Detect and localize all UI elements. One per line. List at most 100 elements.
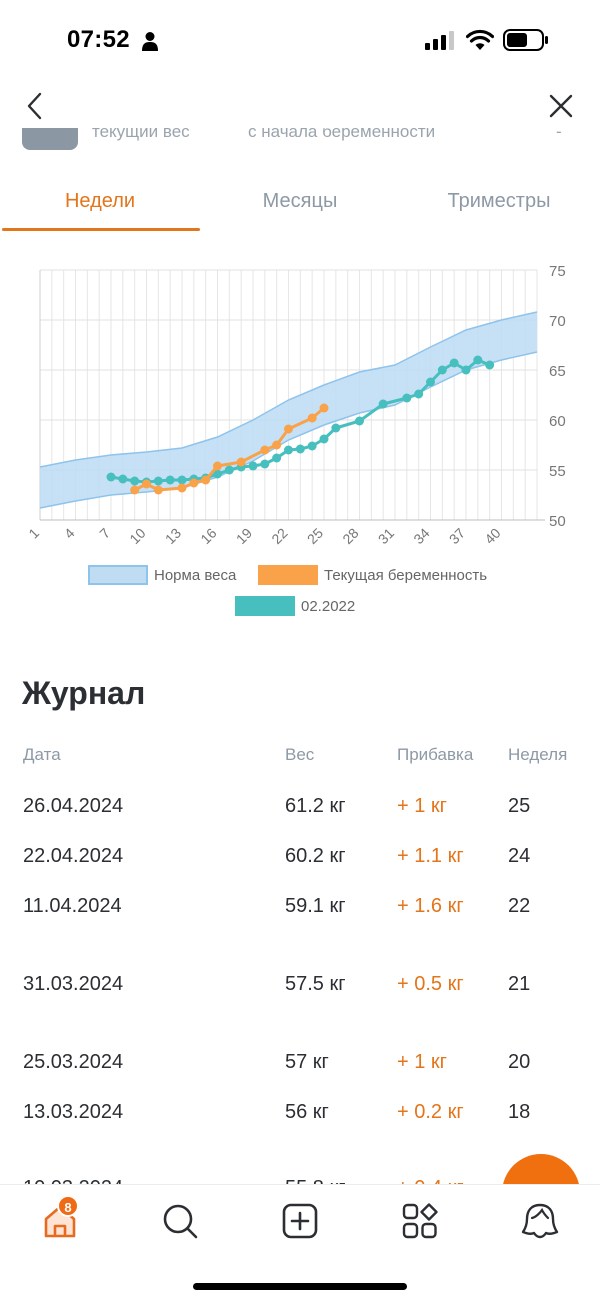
row-gain: + 0.4 кг <box>397 1174 487 1184</box>
data-point-prev <box>437 365 447 375</box>
notification-badge: 8 <box>57 1195 79 1217</box>
y-tick-label: 55 <box>549 463 566 480</box>
data-point-prev <box>473 355 483 365</box>
data-point-prev <box>307 441 317 451</box>
header-week: Неделя <box>508 745 568 764</box>
data-point-current <box>201 475 211 485</box>
x-tick-label: 7 <box>96 525 113 542</box>
row-date: 13.03.2024 <box>23 1101 124 1123</box>
journal-header-row: Дата Вес Прибавка Неделя <box>0 745 600 767</box>
x-tick-label: 4 <box>61 525 78 542</box>
cellular-signal-icon <box>425 31 454 50</box>
summary-peek-row: текущий вес с начала беременности - <box>0 128 600 150</box>
data-point-current <box>189 478 199 488</box>
data-point-prev <box>449 358 459 368</box>
legend-item-current[interactable]: Текущая беременность <box>258 565 487 585</box>
tab-weeks[interactable]: Недели <box>64 190 136 212</box>
legend-label-current: Текущая беременность <box>324 566 488 584</box>
data-point-current <box>260 445 270 455</box>
data-point-prev <box>426 377 435 387</box>
x-tick-label: 34 <box>410 525 432 547</box>
data-point-current <box>142 479 151 489</box>
data-point-prev <box>248 461 258 471</box>
y-tick-label: 75 <box>549 263 566 280</box>
legend-item-norm[interactable]: Норма веса <box>88 565 236 585</box>
x-tick-label: 13 <box>162 525 184 547</box>
data-point-current <box>153 485 163 495</box>
x-tick-label: 16 <box>197 525 219 547</box>
battery-icon <box>503 29 548 51</box>
status-time: 07:52 <box>67 26 130 53</box>
data-point-prev <box>272 453 282 463</box>
tab-months[interactable]: Месяцы <box>262 190 338 212</box>
period-tabs: Недели Месяцы Триместры <box>0 180 600 234</box>
row-week: 24 <box>508 845 531 867</box>
data-point-current <box>307 413 317 423</box>
legend-swatch-prev <box>235 596 295 616</box>
data-point-prev <box>284 445 293 455</box>
row-gain: + 1.1 кг <box>397 845 464 867</box>
legend-swatch-current <box>258 565 318 585</box>
chart-legend: Норма веса Текущая беременность 02.2022 <box>0 565 600 625</box>
summary-icon <box>22 128 78 150</box>
x-tick-label: 31 <box>375 525 397 547</box>
legend-item-prev[interactable]: 02.2022 <box>235 596 355 616</box>
row-date: 11.04.2024 <box>23 895 122 917</box>
x-tick-label: 28 <box>339 525 361 547</box>
x-tick-label: 25 <box>304 525 326 547</box>
norm-band-upper-line <box>39 311 538 468</box>
search-icon[interactable] <box>160 1201 200 1241</box>
summary-value: - <box>556 128 562 141</box>
row-weight: 59.1 кг <box>285 895 346 917</box>
data-point-prev <box>224 465 234 475</box>
journal-list[interactable]: 26.04.2024 61.2 кг + 1 кг 25 22.04.2024 … <box>0 780 600 1184</box>
data-point-current <box>284 424 293 434</box>
row-weight: 60.2 кг <box>285 845 346 867</box>
row-date: 22.04.2024 <box>23 845 124 867</box>
y-tick-label: 50 <box>549 513 566 530</box>
bottom-nav: 8 <box>0 1184 600 1300</box>
x-tick-label: 22 <box>268 525 290 547</box>
data-point-prev <box>213 469 222 479</box>
row-weight: 61.2 кг <box>285 795 346 817</box>
data-point-current <box>236 457 246 467</box>
row-date: 26.04.2024 <box>23 795 124 817</box>
data-point-current <box>319 403 329 413</box>
row-gain: + 0.5 кг <box>397 973 464 995</box>
services-grid-icon[interactable] <box>400 1201 440 1241</box>
row-week: 22 <box>508 895 531 917</box>
tab-trimesters[interactable]: Триместры <box>447 190 551 212</box>
x-tick-label: 40 <box>481 525 503 547</box>
journal-title: Журнал <box>22 675 146 711</box>
back-icon[interactable] <box>22 90 50 122</box>
data-point-prev <box>153 476 163 486</box>
legend-label-prev: 02.2022 <box>301 597 356 615</box>
profile-icon[interactable] <box>520 1201 560 1241</box>
row-gain: + 1.6 кг <box>397 895 464 917</box>
home-indicator <box>193 1283 407 1290</box>
since-pregnancy-label: с начала беременности <box>248 128 436 141</box>
y-tick-label: 65 <box>549 363 566 380</box>
data-point-prev <box>319 434 329 444</box>
row-weight: 57.5 кг <box>285 973 346 995</box>
row-weight: 55.8 кг <box>285 1174 346 1184</box>
data-point-current <box>213 461 222 471</box>
x-tick-label: 10 <box>126 525 148 547</box>
legend-label-norm: Норма веса <box>154 566 237 584</box>
row-week: 20 <box>508 1051 531 1073</box>
row-gain: + 1 кг <box>397 795 447 817</box>
header-date: Дата <box>23 745 61 764</box>
row-weight: 57 кг <box>285 1051 329 1073</box>
row-gain: + 1 кг <box>397 1051 447 1073</box>
data-point-current <box>177 483 187 493</box>
close-icon[interactable] <box>547 92 575 120</box>
status-bar: 07:52 <box>0 0 600 80</box>
data-point-prev <box>118 474 128 484</box>
row-date: 25.03.2024 <box>23 1051 124 1073</box>
data-point-prev <box>414 389 424 399</box>
data-point-prev <box>295 444 305 454</box>
add-entry-icon[interactable] <box>280 1201 320 1241</box>
data-point-prev <box>331 423 341 433</box>
norm-band-lower-line <box>39 351 538 509</box>
row-week: 21 <box>508 973 531 995</box>
